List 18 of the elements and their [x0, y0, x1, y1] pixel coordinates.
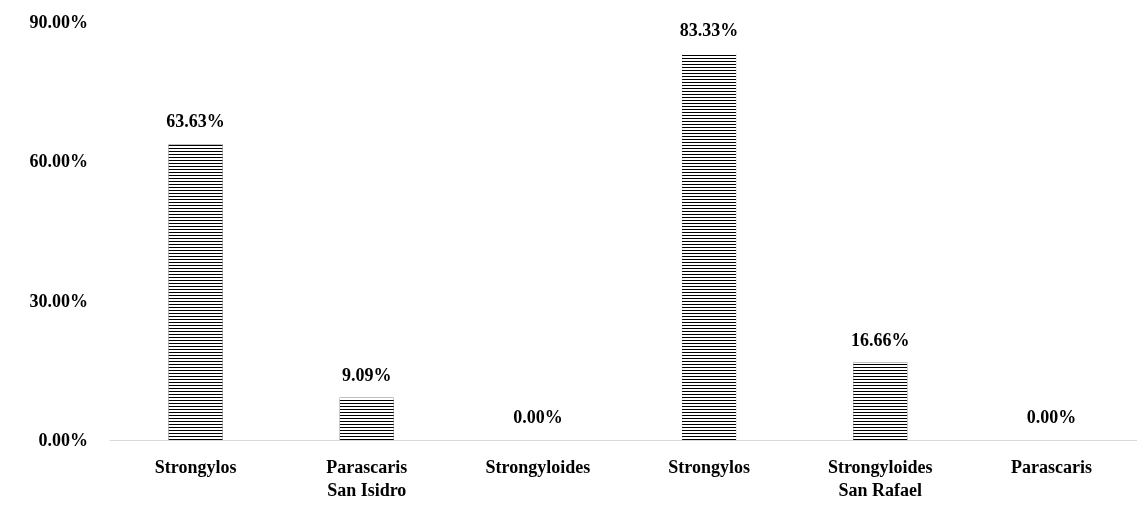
data-label: 9.09% — [342, 364, 392, 385]
x-tick-label: Strongylos — [154, 457, 237, 477]
y-tick-label: 30.00% — [29, 290, 88, 311]
data-label: 0.00% — [1026, 407, 1077, 427]
x-tick-label: Strongylos — [668, 457, 750, 477]
data-label: 83.33% — [679, 19, 739, 40]
x-tick-label: Strongyloides — [827, 457, 933, 477]
y-tick-label: 0.00% — [38, 430, 88, 450]
data-label: 16.66% — [851, 329, 910, 350]
x-tick-label: Parascaris — [326, 457, 408, 477]
x-tick-label: Strongyloides — [485, 457, 591, 477]
x-tick-label: Parascaris — [1010, 457, 1092, 477]
y-tick-label: 60.00% — [29, 151, 88, 172]
text: San Rafael — [838, 480, 923, 500]
data-label: 0.00% — [513, 407, 563, 427]
y-tick-label: 90.00% — [29, 12, 88, 32]
text: San Isidro — [327, 480, 407, 500]
data-label: 63.63% — [166, 111, 225, 132]
